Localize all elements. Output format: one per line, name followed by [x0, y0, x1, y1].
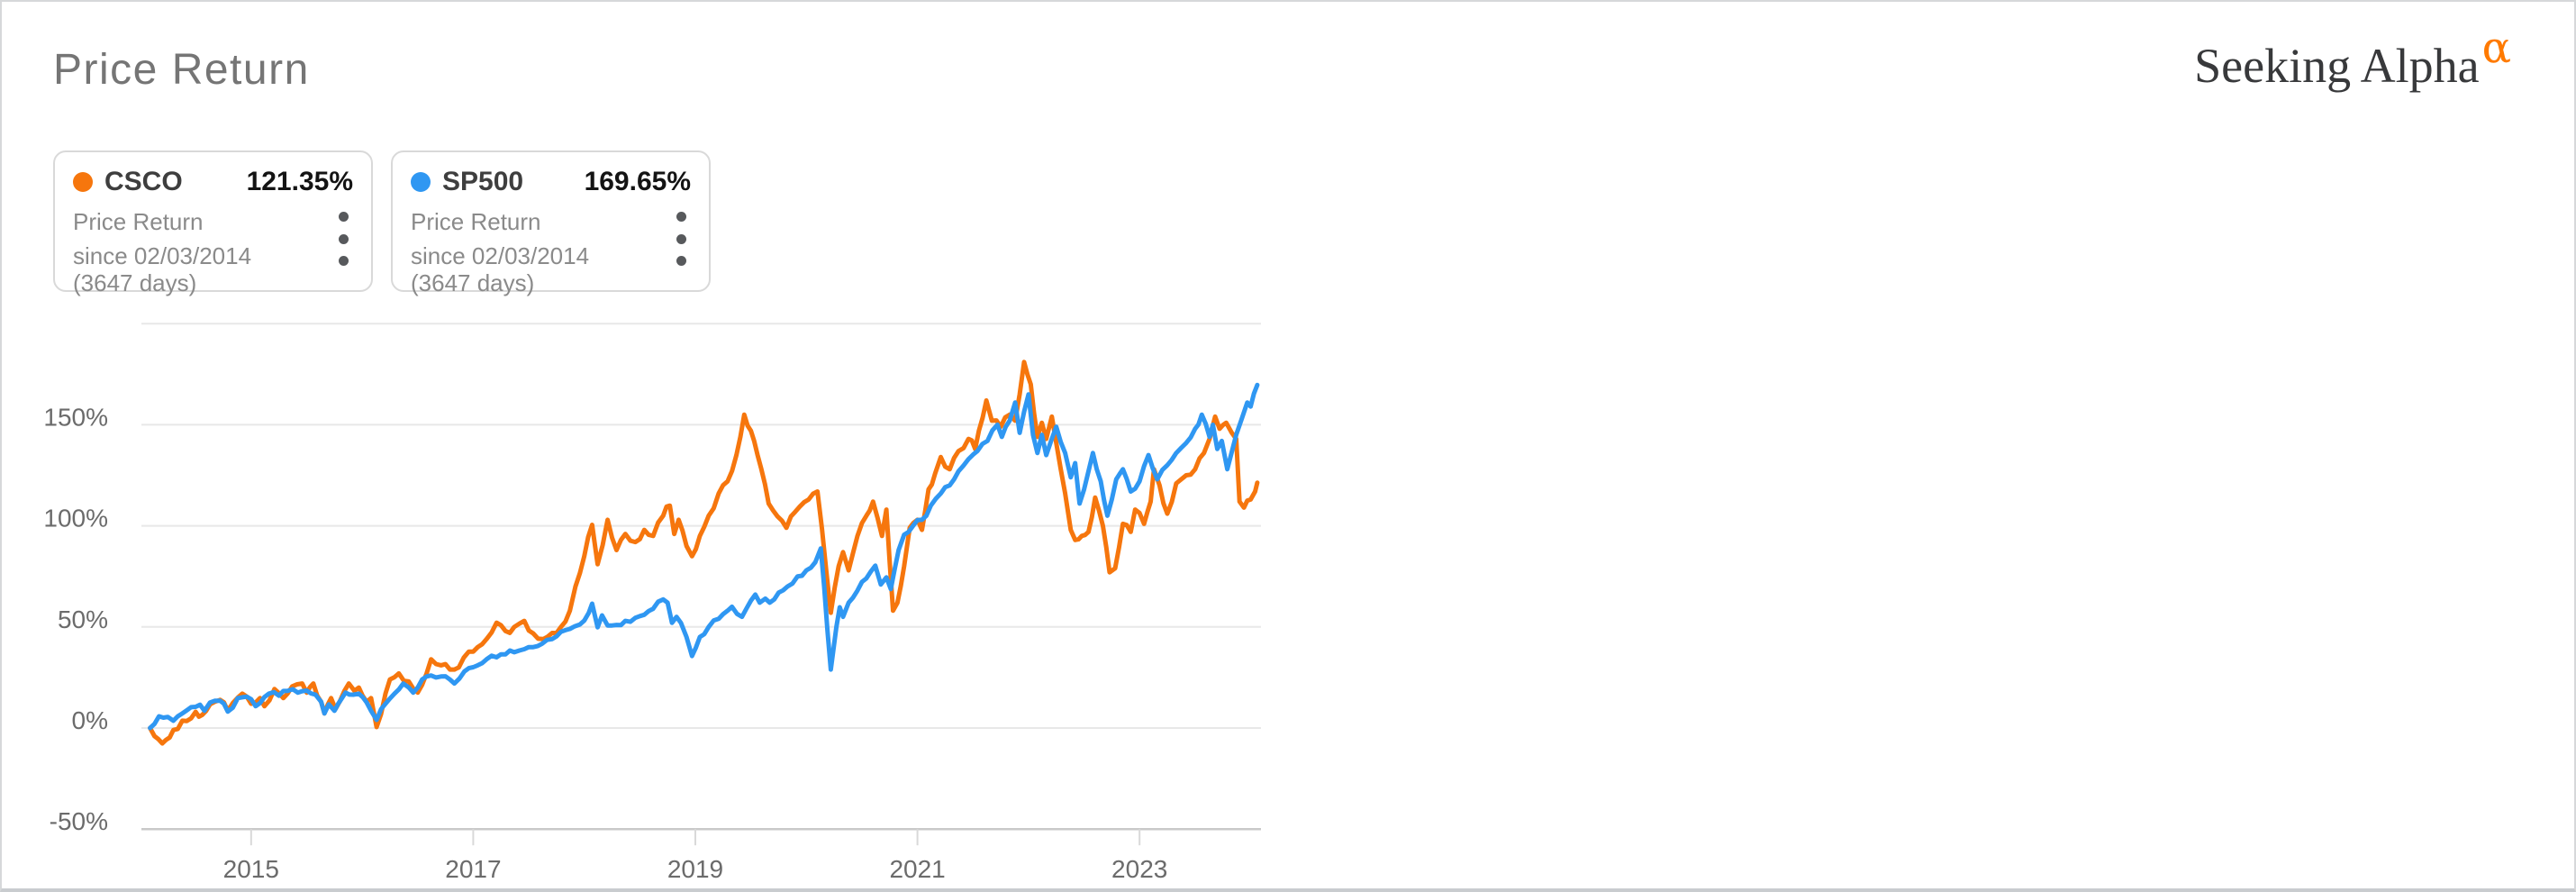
page-title: Price Return: [53, 46, 310, 94]
series-line-sp500: [148, 382, 1260, 731]
legend-card-sp500: SP500 169.65% Price Return since 02/03/2…: [391, 150, 711, 296]
sp500-return-value: 169.65%: [584, 167, 691, 196]
sp500-days-label: (3647 days): [411, 269, 535, 296]
x-axis-label-2017: 2017: [445, 855, 501, 883]
legend-card-header: CSCO 121.35%: [73, 167, 353, 197]
csco-ticker-label: CSCO: [104, 167, 183, 196]
csco-since-label: since 02/03/2014: [73, 242, 252, 269]
csco-series-dot-icon: [73, 172, 93, 192]
seeking-alpha-logo-text: Seeking Alpha: [2194, 39, 2480, 93]
csco-return-value: 121.35%: [246, 167, 353, 196]
sp500-ticker-label: SP500: [442, 167, 524, 196]
y-axis-label-50pct: 50%: [58, 605, 108, 633]
x-axis-label-2019: 2019: [667, 855, 723, 883]
legend-card-csco: CSCO 121.35% Price Return since 02/03/20…: [53, 150, 373, 296]
x-axis-label-2021: 2021: [889, 855, 945, 883]
series-line-csco: [148, 360, 1260, 746]
y-axis-label-0pct: 0%: [72, 706, 108, 734]
legend: CSCO 121.35% Price Return since 02/03/20…: [53, 150, 711, 296]
seeking-alpha-logo: Seeking Alphaα: [2194, 23, 2511, 94]
alpha-icon: α: [2481, 23, 2511, 73]
sp500-since-label: since 02/03/2014: [411, 242, 590, 269]
x-axis-label-2023: 2023: [1111, 855, 1167, 883]
sp500-kebab-menu-icon[interactable]: [667, 210, 694, 268]
y-axis-label--50pct: -50%: [50, 807, 108, 835]
sp500-metric-label: Price Return: [411, 208, 541, 235]
csco-metric-label: Price Return: [73, 208, 204, 235]
csco-days-label: (3647 days): [73, 269, 197, 296]
csco-kebab-menu-icon[interactable]: [330, 210, 357, 268]
legend-card-header: SP500 169.65%: [411, 167, 691, 197]
sp500-series-dot-icon: [411, 172, 431, 192]
y-axis-label-100pct: 100%: [43, 505, 108, 532]
x-axis-label-2015: 2015: [223, 855, 279, 883]
y-axis-label-150pct: 150%: [43, 403, 108, 431]
